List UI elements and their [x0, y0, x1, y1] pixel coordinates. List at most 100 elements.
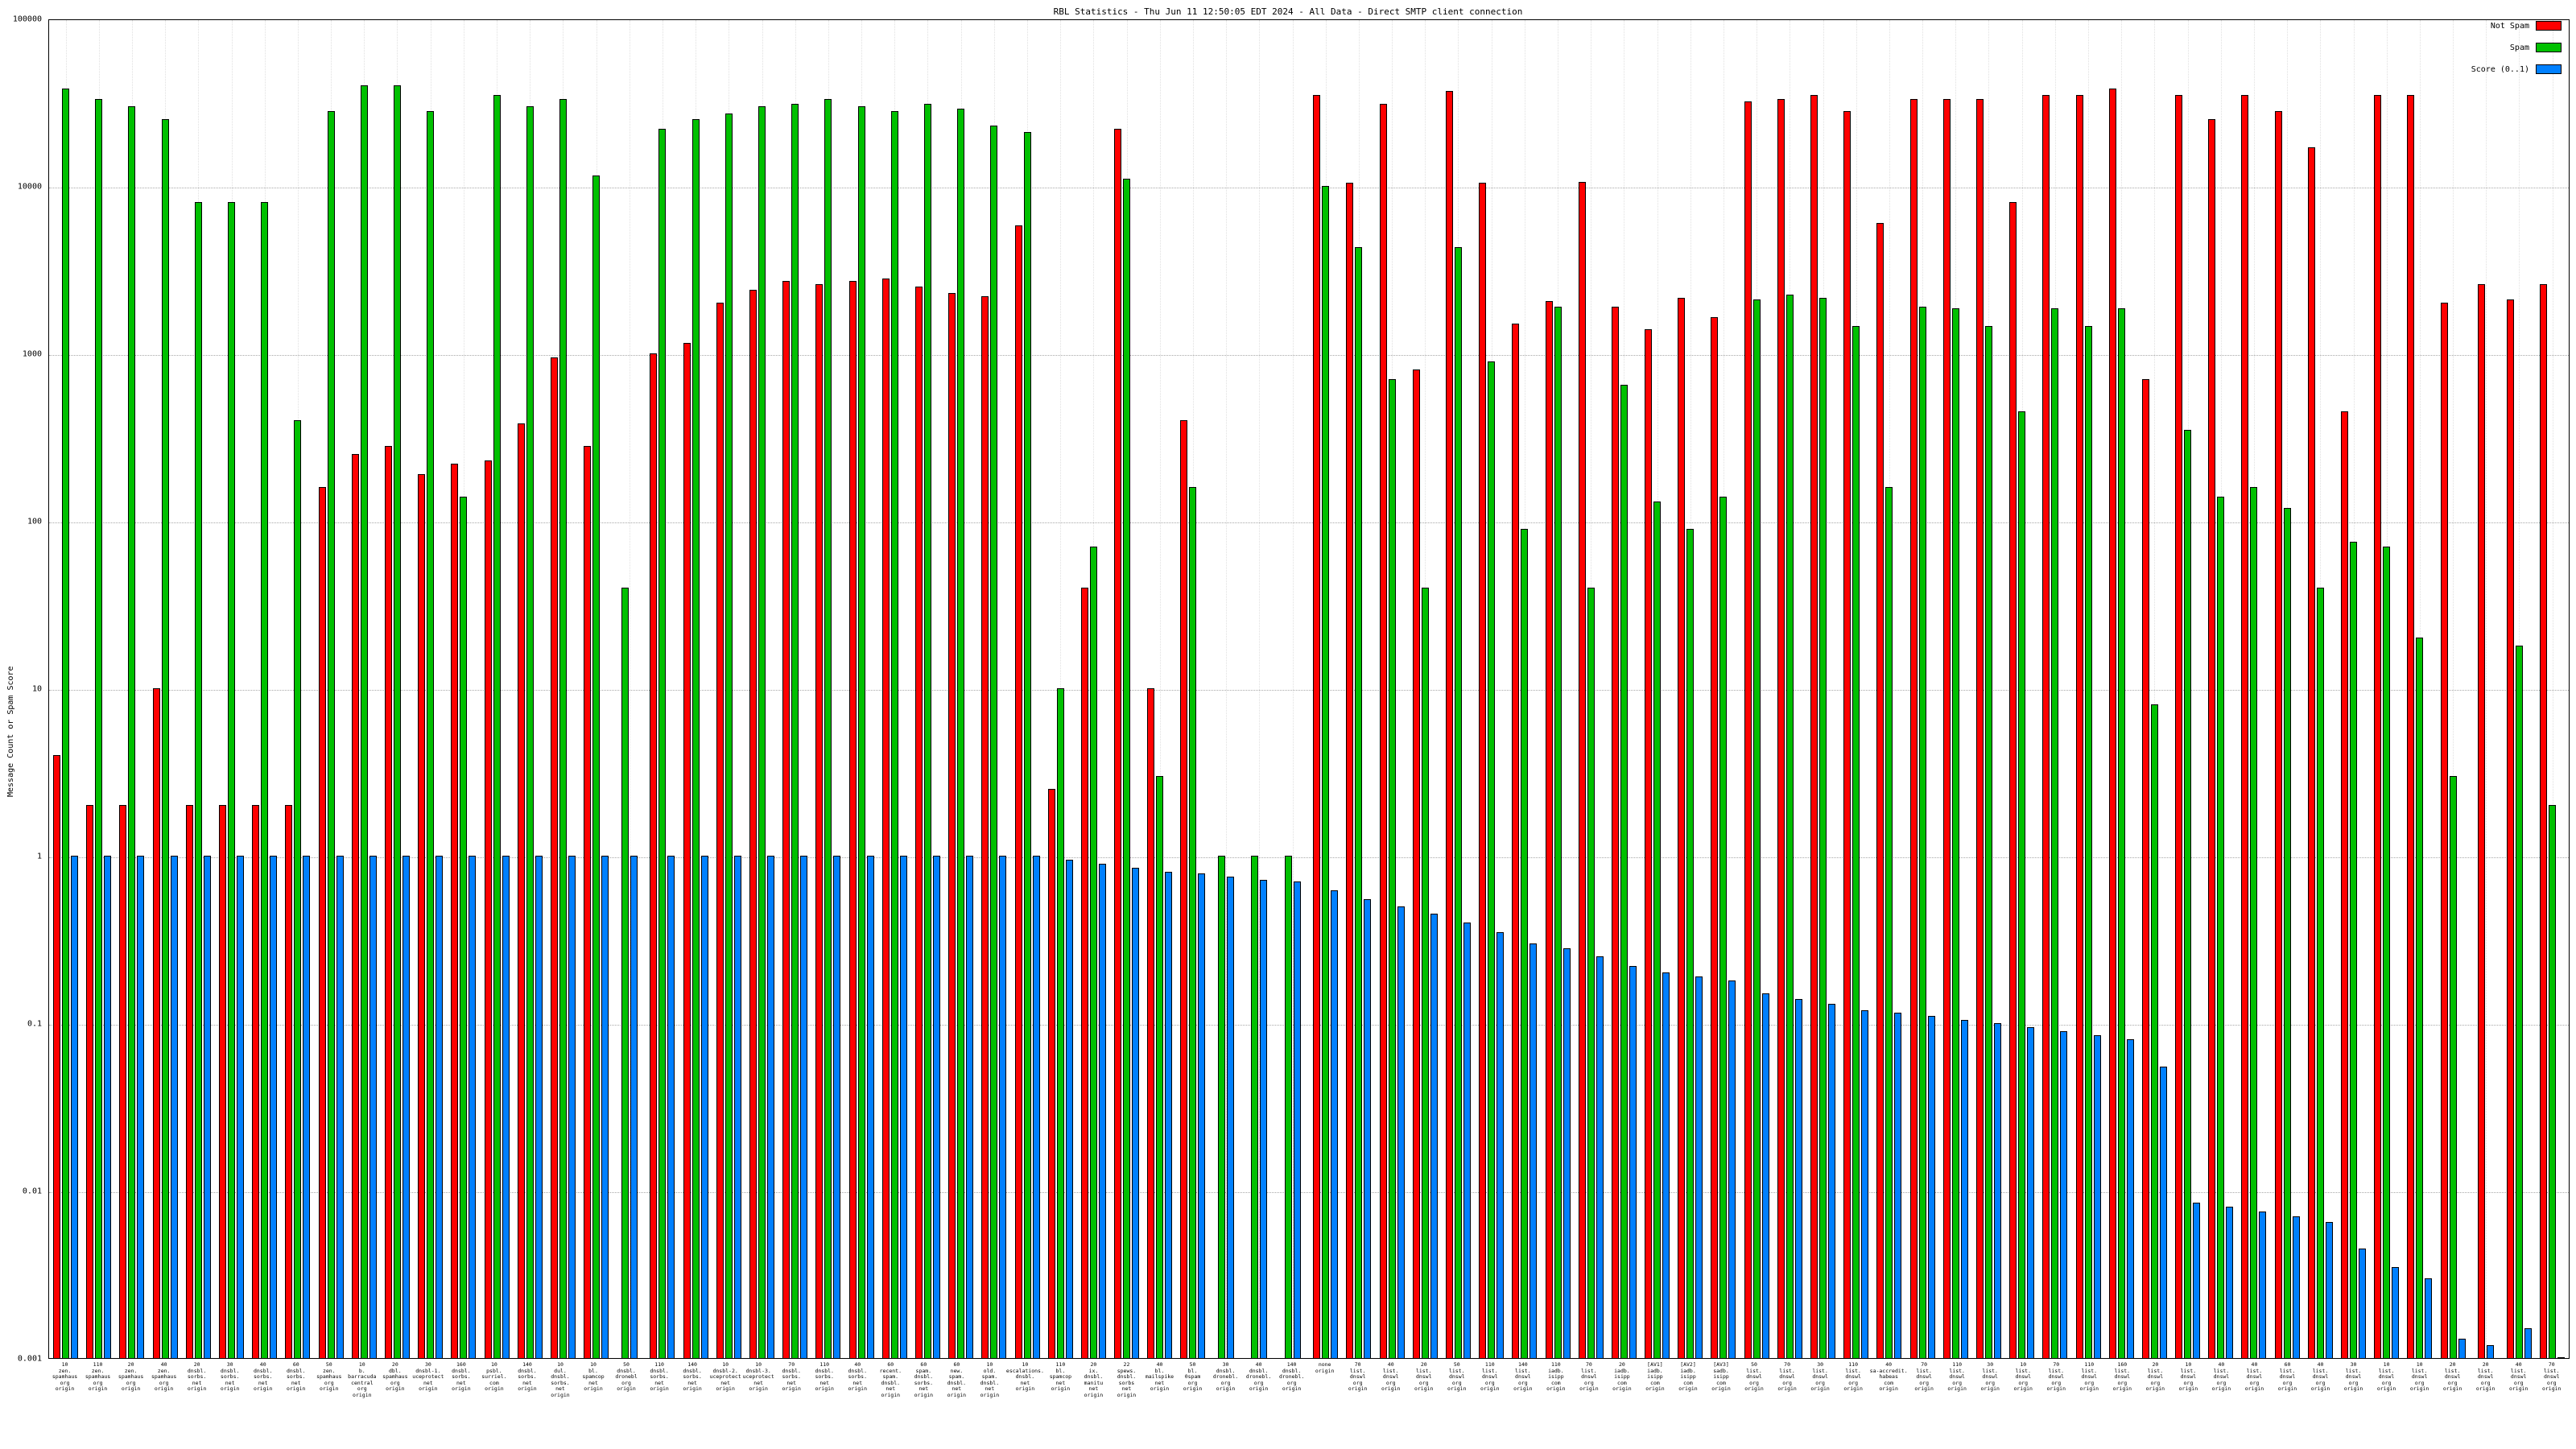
bar-not-spam: [517, 423, 525, 1358]
bar-not-spam: [1777, 99, 1785, 1358]
bar-score: [1065, 859, 1073, 1358]
x-tick-label: 70 list. dnswl org origin: [1914, 1361, 1934, 1392]
bar-score: [2425, 1278, 2433, 1358]
bar-not-spam: [2075, 94, 2083, 1358]
x-tick-label: 70 list. dnswl org origin: [2541, 1361, 2562, 1392]
x-tick-label: 10 zen. spamhaus org origin: [52, 1361, 78, 1392]
bar-group: [315, 20, 348, 1358]
bar-spam: [559, 99, 567, 1358]
x-tick-label: 50 list. dnswl org origin: [1447, 1361, 1467, 1392]
bar-spam: [1984, 326, 1992, 1358]
bar-spam: [427, 111, 435, 1358]
bar-group: [1872, 20, 1905, 1358]
x-tick-label: 60 recent. spam. dnsbl. net origin: [879, 1361, 902, 1398]
bar-not-spam: [1545, 301, 1553, 1358]
x-tick-label: 70 dnsbl. sorbs. net origin: [782, 1361, 801, 1392]
bar-spam: [1951, 308, 1959, 1358]
x-tick-label: 10 dul. dnsbl. sorbs. net origin: [551, 1361, 570, 1398]
bar-spam: [1719, 496, 1728, 1358]
y-tick-label: 0.001: [17, 1354, 42, 1364]
legend-row: Spam: [2471, 43, 2562, 52]
bar-score: [2325, 1221, 2333, 1358]
bar-spam: [128, 105, 136, 1358]
bar-not-spam: [1147, 688, 1155, 1358]
bar-not-spam: [384, 446, 392, 1358]
x-tick-label: 40 list. dnswl org origin: [1381, 1361, 1401, 1392]
bar-score: [2060, 1030, 2068, 1358]
bar-group: [2470, 20, 2503, 1358]
bar-not-spam: [484, 460, 492, 1358]
bar-spam: [327, 111, 335, 1358]
legend-swatch: [2536, 43, 2562, 52]
bar-score: [1496, 931, 1505, 1358]
bar-group: [845, 20, 878, 1358]
bar-group: [1442, 20, 1475, 1358]
bar-spam: [724, 114, 733, 1358]
vertical-gridline: [1159, 20, 1161, 1358]
bar-score: [1728, 980, 1736, 1358]
x-tick-label: 140 list. dnswl org origin: [1513, 1361, 1533, 1392]
bar-group: [1010, 20, 1043, 1358]
bar-spam: [2051, 308, 2059, 1358]
bar-spam: [1885, 486, 1893, 1358]
x-tick-label: 160 dnsbl. sorbs. net origin: [452, 1361, 471, 1392]
bar-score: [833, 856, 841, 1358]
bar-score: [2126, 1039, 2134, 1358]
bar-group: [215, 20, 248, 1358]
x-tick-label: 40 list. dnswl org origin: [2244, 1361, 2264, 1392]
bar-not-spam: [1114, 128, 1122, 1358]
x-tick-label: 110 list. dnswl org origin: [1947, 1361, 1967, 1392]
x-tick-label: 40 dnsbl. sorbs. net origin: [253, 1361, 273, 1392]
bar-score: [502, 856, 510, 1358]
x-tick-label: 10 dnsbl-3. uceprotect net origin: [742, 1361, 774, 1392]
bar-group: [1839, 20, 1872, 1358]
bar-spam: [393, 85, 401, 1358]
bar-group: [2138, 20, 2171, 1358]
x-tick-label: 10 escalations. dnsbl. net origin: [1005, 1361, 1044, 1392]
bar-group: [1309, 20, 1342, 1358]
bar-spam: [1752, 299, 1761, 1358]
y-tick-label: 100: [27, 517, 42, 526]
bar-group: [447, 20, 480, 1358]
bar-not-spam: [1379, 103, 1387, 1358]
bar-group: [1143, 20, 1176, 1358]
bar-spam: [1852, 326, 1860, 1358]
bar-score: [2458, 1339, 2466, 1358]
bar-group: [2271, 20, 2304, 1358]
bar-group: [646, 20, 679, 1358]
bar-group: [1674, 20, 1707, 1358]
bar-group: [580, 20, 613, 1358]
bar-group: [414, 20, 447, 1358]
x-tick-label: 50 list. dnswl org origin: [1744, 1361, 1764, 1392]
bar-not-spam: [1810, 94, 1818, 1358]
bar-group: [2237, 20, 2270, 1358]
bar-spam: [1089, 547, 1097, 1358]
bar-group: [348, 20, 381, 1358]
bar-spam: [2283, 507, 2291, 1358]
bar-not-spam: [1942, 99, 1951, 1358]
bar-score: [1695, 976, 1703, 1358]
bar-spam: [460, 496, 468, 1358]
bar-group: [281, 20, 314, 1358]
bar-group: [1740, 20, 1773, 1358]
bar-group: [1608, 20, 1641, 1358]
bar-not-spam: [1445, 90, 1453, 1358]
bar-score: [2524, 1328, 2532, 1358]
bar-score: [1960, 1019, 1968, 1358]
y-tick-label: 0.1: [27, 1019, 42, 1029]
bar-spam: [1587, 587, 1595, 1358]
bar-spam: [990, 125, 998, 1358]
bar-group: [1243, 20, 1276, 1358]
x-tick-label: 20 list. dnswl org origin: [1414, 1361, 1434, 1392]
bar-groups: [49, 20, 2569, 1358]
bar-group: [944, 20, 977, 1358]
bar-spam: [1156, 775, 1164, 1358]
bar-spam: [1056, 688, 1064, 1358]
bar-group: [2403, 20, 2436, 1358]
bar-group: [1972, 20, 2005, 1358]
x-tick-label: 140 dnsbl. dronebl. org origin: [1278, 1361, 1305, 1392]
vertical-gridline: [1259, 20, 1261, 1358]
bar-spam: [1123, 179, 1131, 1358]
x-tick-label: 30 list. dnswl org origin: [2343, 1361, 2363, 1392]
bar-group: [1575, 20, 1608, 1358]
